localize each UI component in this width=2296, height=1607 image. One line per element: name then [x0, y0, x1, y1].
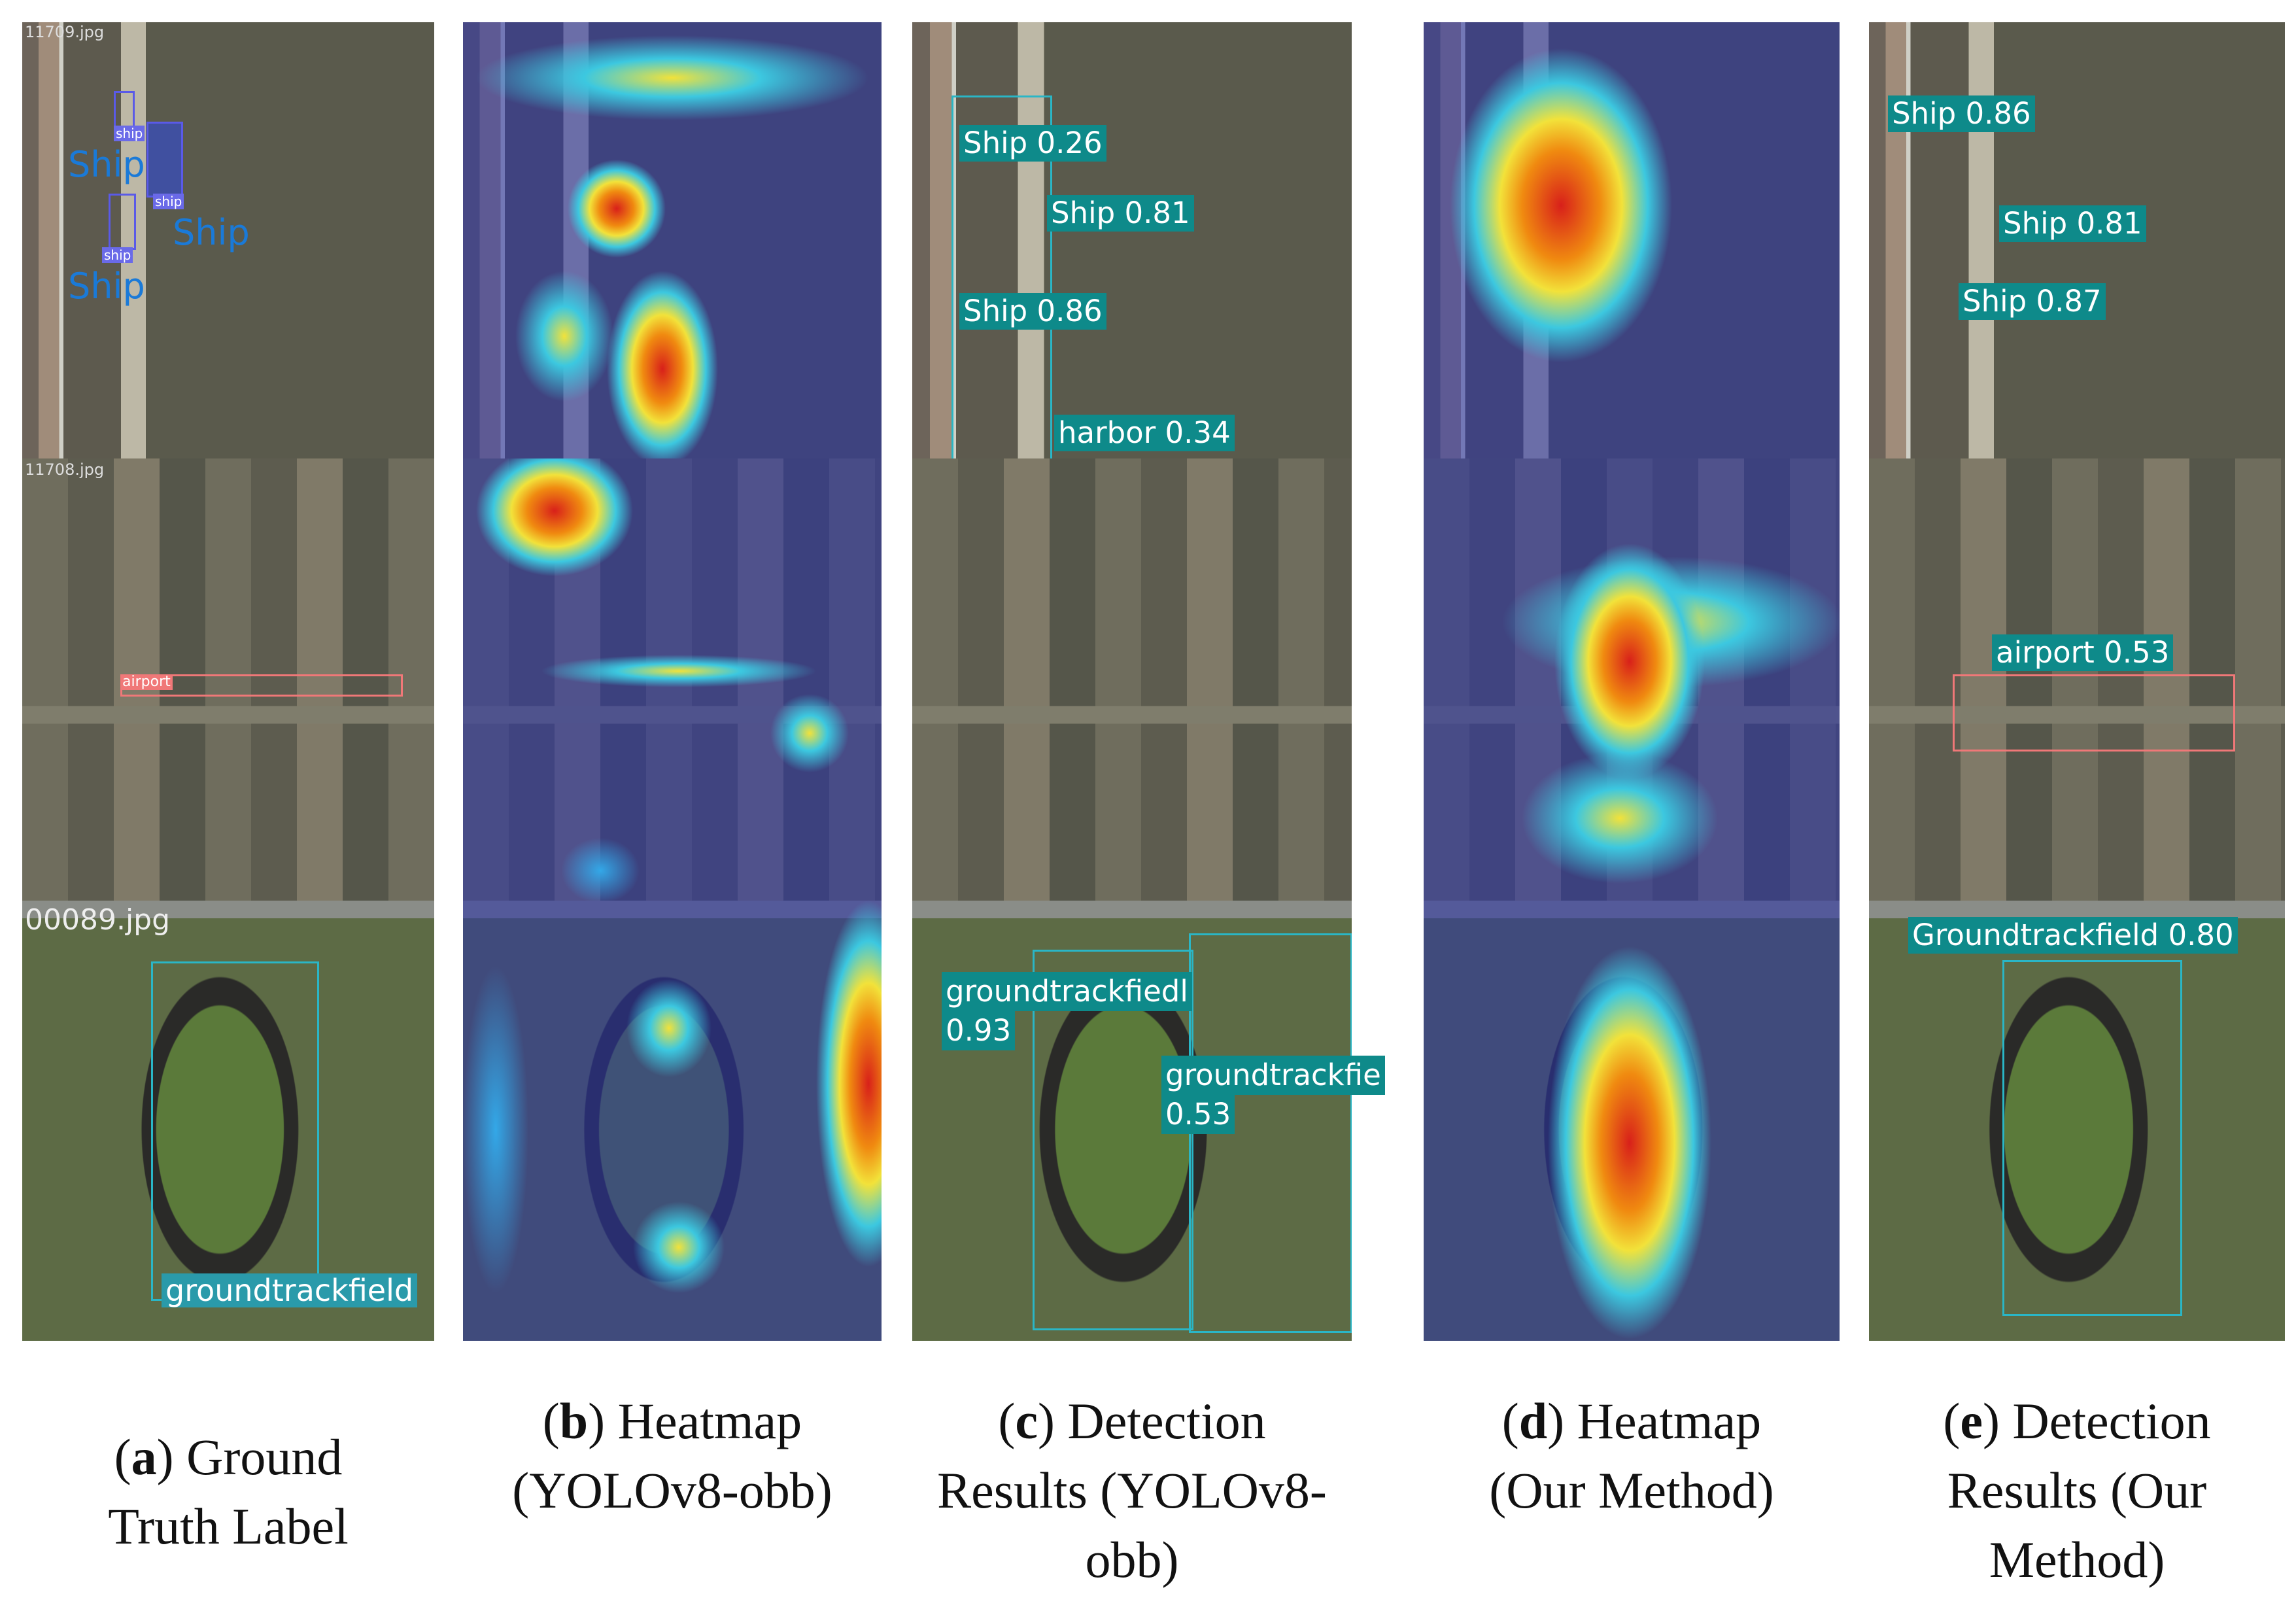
harbor-heatmap	[1424, 22, 1840, 458]
detection-score: 0.53	[1161, 1095, 1235, 1134]
airport-image: 11708.jpg airport	[22, 458, 434, 901]
stadium-image: 00089.jpg groundtrackfield	[22, 901, 434, 1341]
panel-detection-yolov8: Ship 0.26 Ship 0.81 Ship 0.86 harbor 0.3…	[912, 22, 1385, 1341]
airport-box	[1953, 674, 2235, 752]
airport-detections: airport 0.53	[1869, 458, 2285, 901]
harbor-image: 11709.jpg ship Ship ship Ship ship Ship	[22, 22, 434, 458]
detection-label: groundtrackfiedl	[942, 972, 1192, 1011]
harbor-heatmap	[463, 22, 882, 458]
ship-box	[114, 91, 135, 129]
harbor-detections: Ship 0.26 Ship 0.81 Ship 0.86 harbor 0.3…	[912, 22, 1352, 458]
ship-small-label: ship	[114, 126, 145, 141]
airport-heatmap	[463, 458, 882, 901]
caption-b: (b) Heatmap (YOLOv8-obb)	[512, 1392, 832, 1519]
panel-heatmap-yolov8	[463, 22, 882, 1341]
panel-heatmap-ours	[1424, 22, 1840, 1341]
panel-ground-truth: 11709.jpg ship Ship ship Ship ship Ship …	[22, 22, 434, 1341]
panel-detection-ours: Ship 0.86 Ship 0.81 Ship 0.87 airport 0.…	[1869, 22, 2285, 1341]
ship-small-label: ship	[102, 247, 133, 263]
stadium-detections: Groundtrackfield 0.80	[1869, 901, 2285, 1341]
ship-label: Ship	[173, 212, 250, 253]
ship-box	[109, 194, 136, 250]
detection-label: harbor 0.34	[1054, 415, 1235, 451]
airport-heatmap	[1424, 458, 1840, 901]
detection-label: Ship 0.26	[959, 125, 1106, 162]
caption-a: (a) Ground Truth Label	[108, 1428, 349, 1555]
groundtrackfield-label: groundtrackfield	[162, 1273, 418, 1307]
groundtrackfield-box	[151, 961, 319, 1301]
detection-label: Ship 0.81	[1047, 195, 1194, 232]
detection-label: Groundtrackfield 0.80	[1908, 917, 2238, 954]
stadium-heatmap	[463, 901, 882, 1341]
ship-label: Ship	[68, 266, 145, 307]
stadium-detections	[912, 901, 1352, 1341]
detection-label: airport 0.53	[1992, 634, 2174, 671]
detection-label: Ship 0.81	[1999, 205, 2146, 242]
ship-box	[146, 122, 183, 198]
detection-label: groundtrackfie	[1161, 1056, 1385, 1095]
file-name: 11708.jpg	[25, 460, 105, 479]
airport-label: airport	[120, 674, 173, 690]
file-name: 11709.jpg	[25, 23, 105, 41]
detection-label: Ship 0.86	[959, 293, 1106, 330]
ship-small-label: ship	[153, 194, 184, 209]
stadium-heatmap	[1424, 901, 1840, 1341]
detection-label: Ship 0.86	[1888, 95, 2035, 132]
ship-label: Ship	[68, 144, 145, 185]
caption-d: (d) Heatmap (Our Method)	[1489, 1392, 1774, 1519]
caption-e: (e) Detection Results (Our Method)	[1943, 1392, 2211, 1588]
airport-detections	[912, 458, 1352, 901]
caption-c: (c) Detection Results (YOLOv8- obb)	[937, 1392, 1327, 1588]
file-name: 00089.jpg	[25, 903, 171, 937]
detection-score: 0.93	[942, 1011, 1016, 1050]
harbor-box	[951, 95, 1052, 458]
groundtrackfield-box	[1033, 950, 1193, 1330]
detection-label: Ship 0.87	[1959, 283, 2106, 320]
harbor-detections: Ship 0.86 Ship 0.81 Ship 0.87	[1869, 22, 2285, 458]
groundtrackfield-box	[2002, 960, 2182, 1316]
